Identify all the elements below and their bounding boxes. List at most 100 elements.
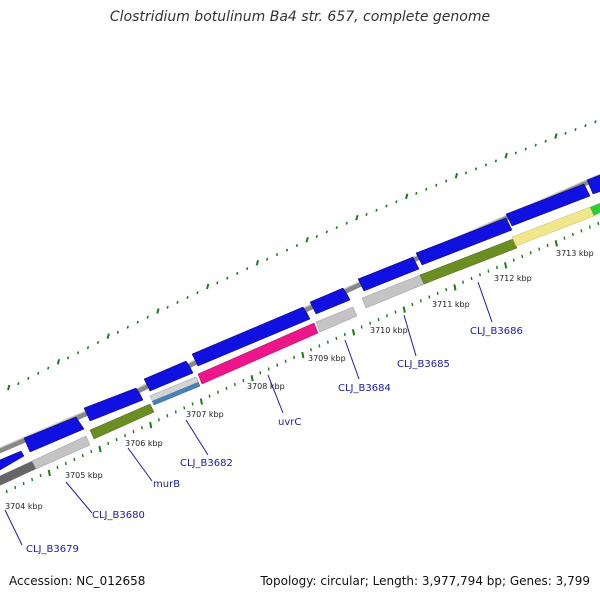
tick-mark bbox=[132, 429, 135, 434]
tick-mark bbox=[571, 232, 574, 237]
gene-label[interactable]: CLJ_B3682 bbox=[180, 458, 233, 469]
gene-forward-6[interactable] bbox=[309, 287, 351, 315]
tick-mark bbox=[191, 402, 194, 406]
gene-label[interactable]: murB bbox=[153, 479, 180, 490]
gene-forward-8[interactable] bbox=[415, 217, 513, 266]
tick-mark bbox=[597, 221, 600, 226]
tick-mark bbox=[360, 325, 363, 329]
tick-mark bbox=[31, 477, 34, 482]
outer-tick-track bbox=[7, 120, 597, 391]
tick-mark bbox=[176, 300, 179, 304]
kbp-label: 3705 kbp bbox=[65, 471, 103, 480]
tick-mark bbox=[315, 235, 318, 238]
feature-olive-2[interactable] bbox=[419, 238, 518, 285]
feature-silver-1[interactable] bbox=[31, 435, 91, 470]
tick-mark bbox=[564, 131, 567, 135]
tick-mark bbox=[588, 225, 591, 229]
tick-mark bbox=[454, 172, 459, 179]
feature-silver-3[interactable] bbox=[315, 306, 358, 333]
gene-forward-3[interactable] bbox=[83, 387, 144, 422]
tick-mark bbox=[157, 418, 160, 422]
kbp-label: 3706 kbp bbox=[125, 439, 163, 448]
tick-mark bbox=[293, 355, 296, 360]
tick-mark bbox=[318, 344, 321, 348]
tick-mark bbox=[276, 363, 279, 367]
tick-mark bbox=[375, 208, 378, 212]
tick-mark bbox=[487, 269, 490, 273]
kbp-label: 3704 kbp bbox=[5, 502, 43, 511]
tick-mark bbox=[217, 390, 220, 394]
gene-forward-5[interactable] bbox=[191, 306, 311, 367]
map-title: Clostridium botulinum Ba4 str. 657, comp… bbox=[109, 9, 491, 25]
tick-mark bbox=[81, 453, 84, 458]
tick-mark bbox=[309, 348, 312, 352]
accession-text: Accession: NC_012658 bbox=[9, 574, 146, 588]
tick-mark bbox=[594, 120, 597, 124]
tick-mark bbox=[405, 193, 409, 200]
gene-label[interactable]: CLJ_B3680 bbox=[92, 510, 145, 521]
tick-mark bbox=[377, 317, 380, 322]
gene-forward-9[interactable] bbox=[505, 183, 591, 227]
gene-forward-2[interactable] bbox=[23, 416, 85, 453]
kbp-label: 3711 kbp bbox=[432, 300, 470, 309]
feature-green[interactable] bbox=[590, 201, 600, 216]
tick-mark bbox=[326, 340, 329, 344]
gene-label[interactable]: CLJ_B3686 bbox=[470, 326, 523, 337]
tick-mark bbox=[343, 332, 346, 337]
tick-mark bbox=[56, 465, 59, 470]
tick-mark bbox=[39, 473, 42, 478]
tick-mark bbox=[395, 200, 398, 204]
gene-label[interactable]: uvrC bbox=[278, 417, 301, 428]
tick-mark bbox=[14, 485, 17, 490]
tick-mark bbox=[524, 147, 527, 151]
tick-mark bbox=[146, 315, 149, 319]
gene-forward-4[interactable] bbox=[143, 360, 194, 392]
tick-mark bbox=[149, 421, 153, 429]
feature-darkgray[interactable] bbox=[0, 461, 36, 488]
gene-leader-lines bbox=[4, 281, 493, 546]
tick-mark bbox=[386, 314, 389, 318]
gene-forward-7[interactable] bbox=[357, 256, 420, 292]
forward-strand-track bbox=[0, 173, 600, 471]
tick-mark bbox=[425, 187, 428, 191]
tick-mark bbox=[415, 191, 418, 195]
tick-mark bbox=[351, 329, 356, 336]
tick-mark bbox=[246, 267, 249, 271]
tick-mark bbox=[479, 273, 481, 277]
tick-mark bbox=[534, 143, 537, 147]
tick-mark bbox=[242, 378, 245, 383]
tick-mark bbox=[385, 204, 388, 208]
tick-mark bbox=[301, 351, 305, 359]
gene-forward-1[interactable] bbox=[0, 450, 25, 471]
tick-mark bbox=[369, 321, 372, 325]
tick-mark bbox=[538, 247, 541, 251]
kbp-label: 3708 kbp bbox=[247, 382, 285, 391]
tick-mark bbox=[22, 481, 25, 486]
gene-label[interactable]: CLJ_B3684 bbox=[338, 383, 391, 394]
tick-mark bbox=[504, 152, 508, 159]
tick-mark bbox=[445, 287, 448, 292]
tick-mark bbox=[419, 299, 422, 303]
tick-mark bbox=[305, 236, 309, 243]
tick-mark bbox=[265, 257, 269, 261]
tick-mark bbox=[580, 229, 583, 233]
tick-mark bbox=[98, 445, 102, 453]
tick-mark bbox=[544, 139, 547, 143]
tick-mark bbox=[225, 386, 228, 390]
gene-label[interactable]: CLJ_B3679 bbox=[26, 544, 79, 555]
tick-mark bbox=[199, 398, 203, 405]
tick-mark bbox=[73, 457, 76, 462]
gene-label[interactable]: CLJ_B3685 bbox=[397, 359, 450, 370]
feature-pink[interactable] bbox=[197, 322, 319, 385]
tick-mark bbox=[183, 406, 186, 410]
gene-forward-10[interactable] bbox=[586, 173, 600, 195]
feature-silver-2[interactable] bbox=[150, 377, 198, 401]
tick-mark bbox=[512, 258, 515, 262]
tick-mark bbox=[156, 308, 160, 314]
tick-mark bbox=[584, 124, 587, 128]
tick-mark bbox=[355, 214, 359, 221]
tick-mark bbox=[495, 265, 498, 270]
tick-mark bbox=[47, 469, 51, 477]
feature-olive-1[interactable] bbox=[89, 403, 155, 440]
